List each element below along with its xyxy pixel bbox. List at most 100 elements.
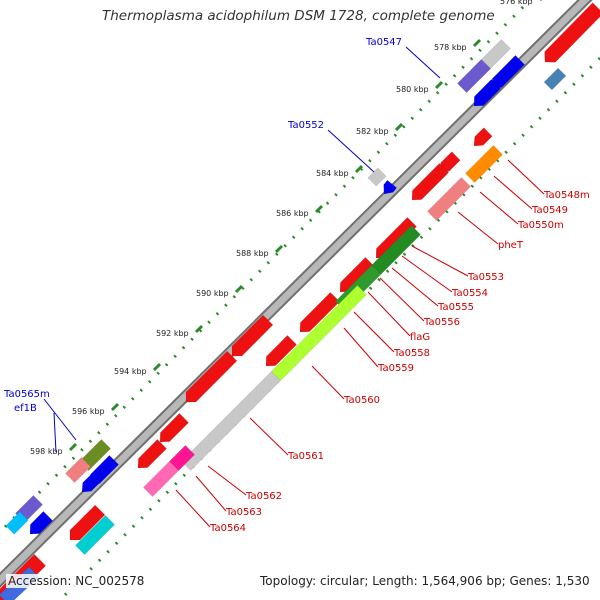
feature-arrow — [29, 511, 53, 535]
genome-title: Thermoplasma acidophilum DSM 1728, compl… — [102, 8, 495, 24]
label-leader — [327, 129, 375, 173]
tick-label: 580 kbp — [396, 85, 429, 94]
label-leader — [53, 412, 57, 453]
tick-mark — [152, 362, 162, 372]
label-leader — [195, 475, 227, 512]
tick-labels: 576 kbp 578 kbp 580 kbp 582 kbp 584 kbp 586 k… — [30, 0, 543, 456]
gene-label-reverse: Ta0564 — [209, 523, 246, 534]
feature-box — [75, 515, 115, 555]
tick-mark — [394, 122, 404, 132]
outer-dot-line — [0, 0, 533, 535]
tick-mark — [274, 244, 284, 254]
tick-label: 590 kbp — [196, 289, 229, 298]
feature-box — [427, 177, 471, 221]
label-leader — [207, 465, 247, 496]
tick-label: 576 kbp — [500, 0, 533, 6]
inner-dot-line — [58, 56, 600, 600]
tick-mark — [110, 402, 120, 412]
tick-label: 586 kbp — [276, 209, 309, 218]
tick-mark — [354, 164, 364, 174]
feature-arrow — [265, 335, 297, 367]
label-leader — [175, 489, 211, 528]
gene-label-forward: Ta0565m — [3, 389, 50, 400]
feature-arrow — [473, 79, 501, 107]
label-leader — [479, 191, 519, 225]
tick-label: 598 kbp — [30, 447, 63, 456]
genome-backbone — [0, 0, 593, 588]
label-leader-lines — [43, 46, 545, 528]
feature-arrow — [411, 163, 449, 201]
feature-box — [543, 67, 567, 91]
feature-arrow — [81, 473, 101, 493]
gene-label-reverse: Ta0549 — [531, 205, 568, 216]
gene-label-reverse: flaG — [410, 332, 430, 343]
gene-label-reverse: Ta0563 — [225, 507, 262, 518]
feature-box — [457, 59, 491, 93]
label-leader — [411, 245, 469, 277]
gene-label-forward: Ta0547 — [365, 37, 402, 48]
gene-label-reverse: Ta0560 — [343, 395, 380, 406]
feature-arrow — [69, 504, 106, 541]
gene-label-reverse: Ta0554 — [451, 288, 488, 299]
tick-mark — [234, 284, 244, 294]
label-leader — [401, 255, 453, 293]
tick-label: 588 kbp — [236, 249, 269, 258]
gene-label-forward: ef1B — [14, 403, 37, 414]
feature-box — [367, 167, 387, 187]
genome-summary-text: Topology: circular; Length: 1,564,906 bp… — [258, 574, 592, 588]
feature-arrow — [544, 2, 600, 63]
gene-label-reverse: pheT — [498, 240, 524, 251]
label-leader — [43, 398, 77, 441]
gene-label-reverse: Ta0548m — [543, 190, 590, 201]
feature-box — [181, 371, 281, 471]
feature-arrow — [185, 350, 238, 403]
feature-box — [65, 457, 91, 483]
tick-label: 584 kbp — [316, 169, 349, 178]
gene-label-reverse: Ta0558 — [393, 348, 430, 359]
label-leader — [405, 46, 441, 79]
tick-mark — [314, 204, 324, 214]
label-leader — [457, 211, 499, 245]
backbone-fill — [0, 0, 590, 586]
feature-box — [79, 439, 111, 471]
tick-mark — [194, 324, 204, 334]
gene-label-reverse: Ta0555 — [437, 302, 474, 313]
feature-box — [465, 145, 503, 183]
gene-label-reverse: Ta0553 — [467, 272, 504, 283]
gene-labels: Ta0547 Ta0552 Ta0565m ef1B Ta0548m Ta0549 Ta05… — [3, 37, 590, 534]
feature-arrow — [383, 179, 398, 195]
gene-label-forward: Ta0552 — [287, 120, 324, 131]
feature-arrow — [137, 439, 167, 469]
tick-label: 592 kbp — [156, 329, 189, 338]
gene-label-reverse: Ta0550m — [517, 220, 564, 231]
tick-mark — [434, 80, 444, 90]
tick-label: 594 kbp — [114, 367, 147, 376]
gene-label-reverse: Ta0556 — [423, 317, 460, 328]
label-leader — [493, 175, 533, 210]
tick-label: 582 kbp — [356, 127, 389, 136]
feature-arrow — [473, 127, 493, 147]
label-leader — [353, 311, 395, 353]
feature-arrow — [231, 314, 274, 357]
label-leader — [391, 267, 439, 307]
label-leader — [379, 277, 425, 322]
tick-label: 578 kbp — [434, 43, 467, 52]
gene-label-reverse: Ta0559 — [377, 363, 414, 374]
tick-label: 596 kbp — [72, 407, 105, 416]
label-leader — [343, 327, 379, 368]
accession-text: Accession: NC_002578 — [6, 574, 147, 588]
backbone-outline — [0, 0, 593, 588]
feature-box — [143, 461, 179, 497]
label-leader — [367, 291, 411, 337]
gene-label-reverse: Ta0561 — [287, 451, 324, 462]
label-leader — [249, 417, 289, 456]
feature-arrow — [159, 413, 189, 443]
label-leader — [311, 365, 345, 400]
label-leader — [507, 159, 545, 195]
tick-mark — [68, 442, 78, 452]
gene-label-reverse: Ta0562 — [245, 491, 282, 502]
